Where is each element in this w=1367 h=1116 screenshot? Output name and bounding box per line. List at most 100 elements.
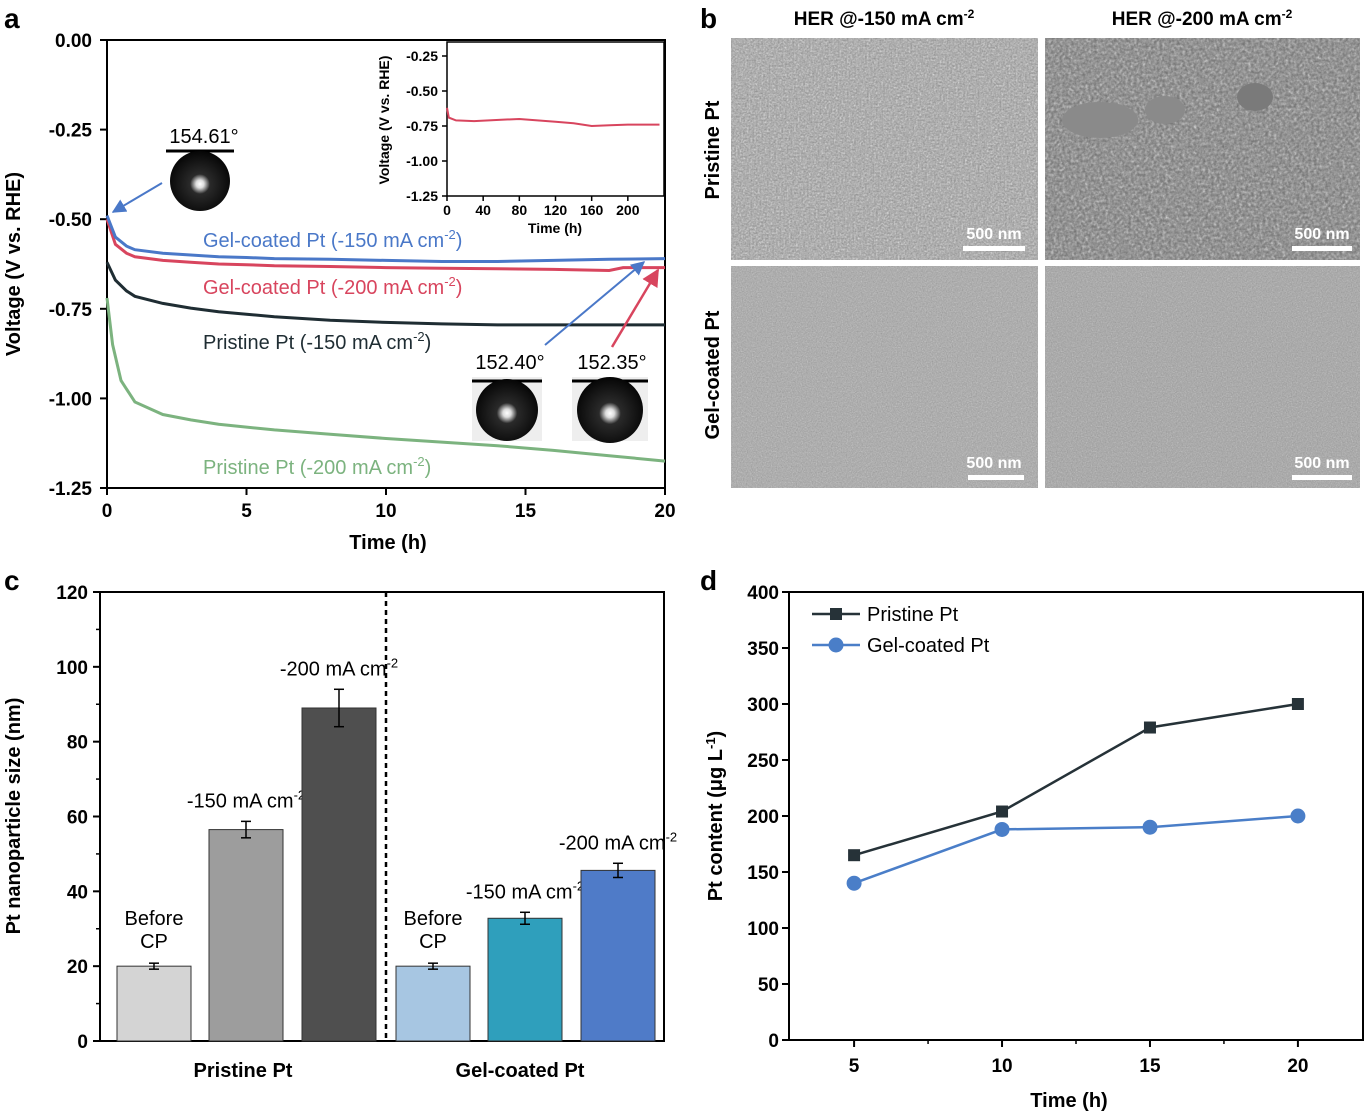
- legend-label: Pristine Pt: [867, 604, 959, 626]
- bar: [301, 707, 377, 1042]
- arrow-to-gel-150: [544, 261, 646, 346]
- panel-d-y-ticks: 0 50 100 150 200 250 300 350 400: [747, 583, 789, 1052]
- sem-row-title-1: Pristine Pt: [702, 100, 724, 199]
- inset-y-ticks: -0.25 -0.50 -0.75 -1.00 -1.25: [406, 48, 447, 204]
- y-tick-label: 300: [747, 695, 779, 716]
- scale-bars: 500 nm 500 nm 500 nm 500 nm: [963, 226, 1352, 480]
- panel-letter-c: c: [4, 565, 20, 596]
- scale-bar-3: [968, 475, 1024, 480]
- arrow-to-start: [111, 182, 163, 213]
- panel-a-x-ticks: 0 5 10 15 20: [102, 488, 676, 522]
- series-label: Gel-coated Pt (-200 mA cm-2): [203, 274, 462, 299]
- panel-a-voltage-chart: 0.00 -0.25 -0.50 -0.75 -1.00 -1.25 0 5 10 15 20 T…: [3, 31, 676, 554]
- y-tick-label: 20: [67, 957, 88, 978]
- x-tick-label: 20: [1287, 1056, 1308, 1077]
- panel-c-y-ticks: 0 20 40 60 80 100 120: [56, 583, 100, 1053]
- data-point-square: [1143, 721, 1156, 734]
- panel-a-y-axis-title: Voltage (V vs. RHE): [3, 172, 25, 356]
- bar-label: -150 mA cm-2: [187, 787, 305, 812]
- y-tick-label: 80: [67, 733, 88, 754]
- bar: [208, 829, 284, 1042]
- inset-x-tick-label: 40: [475, 202, 491, 218]
- legend-label: Gel-coated Pt: [867, 635, 990, 657]
- sem-row-title-2: Gel-coated Pt: [702, 310, 724, 439]
- data-point-circle: [1290, 808, 1306, 824]
- x-tick-label: 15: [1139, 1056, 1161, 1077]
- panel-d-line-chart: 0 50 100 150 200 250 300 350 400 5 10 15 20 Pristin…: [703, 583, 1364, 1112]
- y-tick-label: 40: [67, 882, 88, 903]
- panel-a-series-lines: [105, 215, 666, 463]
- inset-line: [446, 107, 660, 128]
- inset-y-axis-title: Voltage (V vs. RHE): [376, 56, 392, 185]
- panel-letter-b: b: [700, 3, 717, 34]
- y-tick-label: 0: [768, 1031, 779, 1052]
- inset-y-tick-label: -0.25: [406, 48, 438, 64]
- bar: [395, 965, 471, 1042]
- droplet-image-2: [472, 377, 542, 441]
- inset-y-tick-label: -1.00: [406, 153, 438, 169]
- bar: [580, 869, 656, 1042]
- sem-column-title-1: HER @-150 mA cm-2: [794, 7, 975, 30]
- scale-bar-4: [1292, 475, 1352, 480]
- series-label: Pristine Pt (-150 mA cm-2): [203, 329, 431, 354]
- series-label: Gel-coated Pt (-150 mA cm-2): [203, 227, 462, 252]
- data-point-circle: [994, 821, 1010, 837]
- scale-bar-2: [1292, 246, 1352, 251]
- inset-frame: [446, 41, 665, 197]
- bar-label: -200 mA cm-2: [280, 655, 398, 680]
- bar: [487, 917, 563, 1042]
- bar-label-line1: Before: [404, 908, 463, 930]
- x-tick-label: 5: [849, 1056, 860, 1077]
- y-tick-label: 60: [67, 808, 88, 829]
- y-tick-label: -0.50: [49, 210, 92, 231]
- droplet-image-1: [166, 149, 234, 211]
- contact-angle-label-3: 152.35°: [577, 352, 646, 374]
- inset-y-tick-label: -0.75: [406, 118, 438, 134]
- legend-marker-square: [830, 608, 842, 620]
- data-point-circle: [1142, 819, 1158, 835]
- panel-a-y-ticks: 0.00 -0.25 -0.50 -0.75 -1.00 -1.25: [49, 31, 107, 500]
- arrow-to-gel-200: [610, 268, 660, 348]
- panel-d-x-axis-title: Time (h): [1030, 1090, 1107, 1112]
- sem-image-gel-200: [1045, 266, 1360, 488]
- y-tick-label: 100: [747, 919, 779, 940]
- scale-bar-label-3: 500 nm: [966, 455, 1021, 472]
- sem-image-gel-150: [731, 266, 1038, 488]
- contact-angle-label-2: 152.40°: [475, 352, 544, 374]
- series-label: Pristine Pt (-200 mA cm-2): [203, 454, 431, 479]
- bar-label: -200 mA cm-2: [559, 829, 677, 854]
- bar-label: -150 mA cm-2: [466, 878, 584, 903]
- y-tick-label: 250: [747, 751, 779, 772]
- sem-column-title-2: HER @-200 mA cm-2: [1112, 7, 1293, 30]
- series-line: [105, 297, 666, 463]
- inset-x-tick-label: 80: [512, 202, 528, 218]
- legend-marker-circle: [828, 637, 844, 653]
- y-tick-label: 0.00: [55, 31, 92, 52]
- y-tick-label: 0: [77, 1032, 88, 1053]
- y-tick-label: 350: [747, 639, 779, 660]
- data-point-square: [1291, 698, 1304, 710]
- bar-label-line2: CP: [419, 931, 447, 953]
- y-tick-label: 200: [747, 807, 779, 828]
- group-label-pristine: Pristine Pt: [194, 1060, 293, 1082]
- panel-letter-d: d: [700, 565, 717, 596]
- data-point-square: [848, 849, 861, 862]
- inset-x-tick-label: 160: [580, 202, 604, 218]
- panel-d-series: [846, 698, 1306, 891]
- data-point-circle: [846, 875, 862, 891]
- panel-c-y-axis-title: Pt nanoparticle size (nm): [3, 698, 25, 935]
- inset-x-tick-label: 0: [443, 202, 451, 218]
- series-line: [105, 215, 666, 263]
- y-tick-label: 120: [56, 583, 88, 604]
- y-tick-label: 400: [747, 583, 779, 604]
- sem-image-pristine-150: [731, 38, 1038, 260]
- scale-bar-label-4: 500 nm: [1294, 455, 1349, 472]
- inset-x-axis-title: Time (h): [528, 220, 582, 236]
- series-line: [105, 261, 665, 327]
- inset-y-tick-label: -0.50: [406, 83, 438, 99]
- y-tick-label: 50: [758, 975, 779, 996]
- y-tick-label: -1.25: [49, 479, 93, 500]
- panel-a-series-labels: Gel-coated Pt (-150 mA cm-2) Gel-coated P…: [203, 227, 462, 479]
